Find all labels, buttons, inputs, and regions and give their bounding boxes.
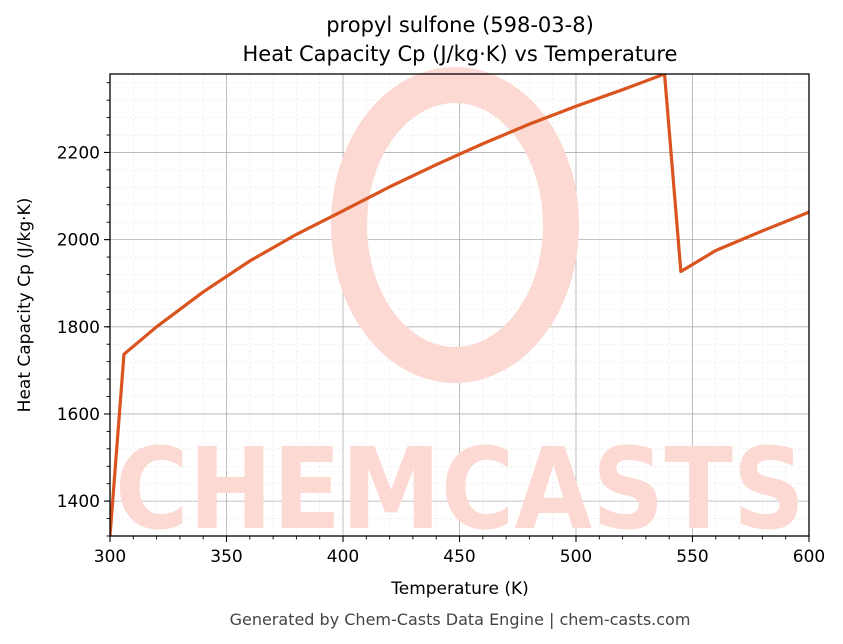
chemcasts-watermark: CHEMCASTS <box>115 67 805 555</box>
chart-title: propyl sulfone (598-03-8) <box>326 13 594 37</box>
y-tick-label: 2200 <box>57 143 100 163</box>
x-tick-label: 450 <box>443 547 475 567</box>
x-tick-label: 350 <box>210 547 242 567</box>
watermark-logo-ring <box>331 67 579 383</box>
x-tick-label: 400 <box>327 547 359 567</box>
x-tick-label: 550 <box>676 547 708 567</box>
y-axis-label: Heat Capacity Cp (J/kg·K) <box>15 198 35 413</box>
y-tick-label: 1400 <box>57 492 100 512</box>
series-layer <box>110 74 809 536</box>
watermark-text: CHEMCASTS <box>115 425 805 555</box>
y-tick-label: 1600 <box>57 405 100 425</box>
heat-capacity-line <box>110 74 809 536</box>
x-axis: 300 350 400 450 500 550 600 <box>94 536 825 567</box>
x-axis-label: Temperature (K) <box>390 579 529 599</box>
major-grid <box>109 74 810 536</box>
y-tick-label: 2000 <box>57 231 100 251</box>
x-tick-label: 600 <box>793 547 825 567</box>
x-tick-label: 500 <box>560 547 592 567</box>
y-tick-label: 1800 <box>57 318 100 338</box>
y-axis: 1400 1600 1800 2000 2200 <box>57 82 110 537</box>
x-tick-label: 300 <box>94 547 126 567</box>
footer-credit: Generated by Chem-Casts Data Engine | ch… <box>230 610 691 629</box>
chart-subtitle: Heat Capacity Cp (J/kg·K) vs Temperature <box>243 42 678 66</box>
